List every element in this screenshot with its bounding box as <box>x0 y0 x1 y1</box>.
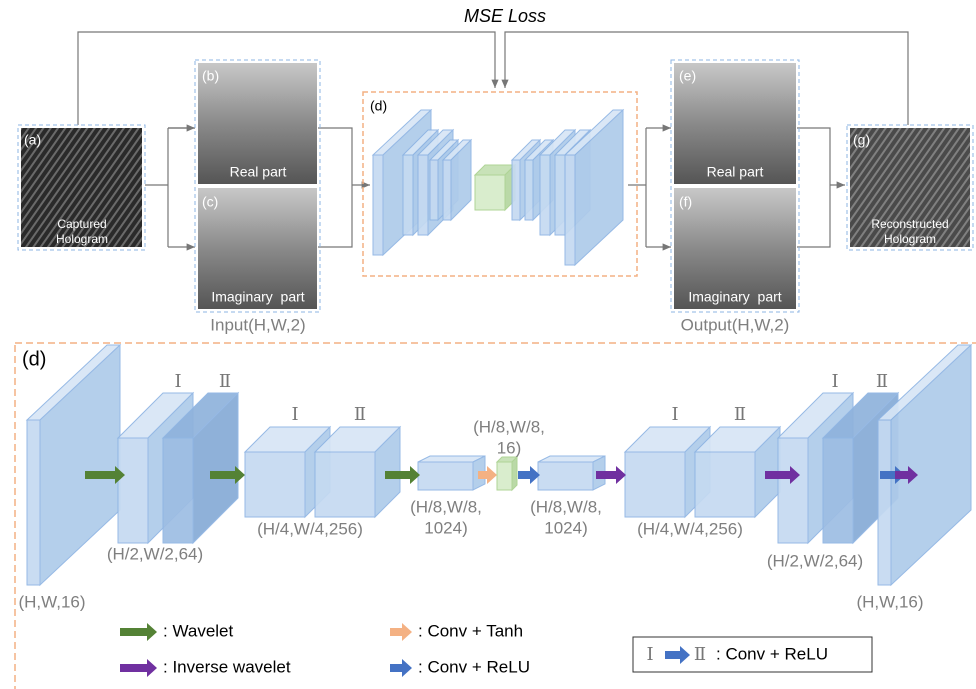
legend-text: : Conv + ReLU <box>716 644 828 663</box>
block-front <box>878 420 891 585</box>
block-front <box>475 175 505 210</box>
shape-label: 1024) <box>544 518 587 537</box>
stage-mark: Ⅰ <box>291 404 298 425</box>
stage-mark: Ⅱ <box>734 404 746 425</box>
block-front <box>315 452 375 517</box>
panel-caption: Hologram <box>56 232 108 246</box>
shape-label: (H/8,W/8, <box>530 497 602 516</box>
block-front <box>27 420 40 585</box>
block <box>878 345 971 585</box>
shape-label: (H/2,W/2,64) <box>107 544 203 563</box>
input-label: Input(H,W,2) <box>210 315 305 334</box>
panel-caption: Real part <box>707 164 764 180</box>
block <box>497 457 517 490</box>
figure: MSE Loss (a) Captured Hologram (b) Real … <box>0 0 976 689</box>
block-front <box>555 155 565 235</box>
output-label: Output(H,W,2) <box>681 315 790 334</box>
shape-label: (H/8,W/8, <box>410 497 482 516</box>
block-front <box>497 462 512 490</box>
arrow <box>665 646 690 664</box>
block-front <box>443 160 451 220</box>
legend: : Wavelet : Inverse wavelet : Conv + Tan… <box>120 621 872 677</box>
arrow <box>120 623 157 641</box>
shape-label: (H,W,16) <box>856 592 923 611</box>
block-front <box>695 452 755 517</box>
block-front <box>525 160 533 220</box>
block-front <box>418 462 473 490</box>
loss-label: MSE Loss <box>464 6 546 26</box>
stage-mark: Ⅱ <box>219 371 231 392</box>
stage-mark: Ⅰ <box>174 371 181 392</box>
block-front <box>512 160 520 220</box>
block-front <box>245 452 305 517</box>
legend-text: : Wavelet <box>163 621 234 640</box>
block-front <box>373 155 383 255</box>
block <box>475 165 515 210</box>
block-front <box>418 155 428 235</box>
panel-label: (c) <box>202 194 218 210</box>
panel-label: (f) <box>679 194 692 210</box>
panel-label: (b) <box>202 68 219 84</box>
legend-text: : Conv + Tanh <box>418 621 523 640</box>
legend-stage: Ⅰ <box>646 644 653 665</box>
shape-label: (H,W,16) <box>18 592 85 611</box>
panel-caption: Imaginary part <box>688 289 781 305</box>
shape-label: (H/4,W/4,256) <box>257 519 363 538</box>
shape-label: 1024) <box>424 518 467 537</box>
block-front <box>823 438 853 543</box>
block-front <box>538 462 593 490</box>
panel-caption: Captured <box>57 217 106 231</box>
block-side <box>512 457 517 490</box>
arrow <box>390 659 412 677</box>
panel-caption: Reconstructed <box>871 217 948 231</box>
block <box>538 456 605 490</box>
network-mini <box>373 110 623 265</box>
panel-caption: Hologram <box>884 232 936 246</box>
block-front <box>565 155 575 265</box>
panel-caption: Real part <box>230 164 287 180</box>
panel-label: (e) <box>679 68 696 84</box>
stage-mark: Ⅱ <box>354 404 366 425</box>
shape-label: 16) <box>497 438 522 457</box>
stage-mark: Ⅰ <box>831 371 838 392</box>
block-front <box>430 160 438 220</box>
shape-label: (H/8,W/8, <box>473 417 545 436</box>
arrow <box>390 623 412 641</box>
stage-mark: Ⅰ <box>671 404 678 425</box>
panel-label: (g) <box>853 132 870 148</box>
legend-text: : Conv + ReLU <box>418 657 530 676</box>
block-front <box>540 155 550 235</box>
block-front <box>163 438 193 543</box>
arrow <box>120 659 157 677</box>
legend-text: : Inverse wavelet <box>163 657 291 676</box>
block <box>418 456 485 490</box>
block-front <box>625 452 685 517</box>
block-front <box>118 438 148 543</box>
panel-label: (a) <box>24 132 41 148</box>
legend-stage: Ⅱ <box>694 644 706 665</box>
shape-label: (H/4,W/4,256) <box>637 519 743 538</box>
block-front <box>778 438 808 543</box>
panel-caption: Imaginary part <box>211 289 304 305</box>
detail-label: (d) <box>22 348 46 370</box>
stage-mark: Ⅱ <box>876 371 888 392</box>
block-front <box>403 155 413 235</box>
arrow <box>518 466 540 484</box>
shape-label: (H/2,W/2,64) <box>767 551 863 570</box>
panel-label: (d) <box>370 98 387 114</box>
